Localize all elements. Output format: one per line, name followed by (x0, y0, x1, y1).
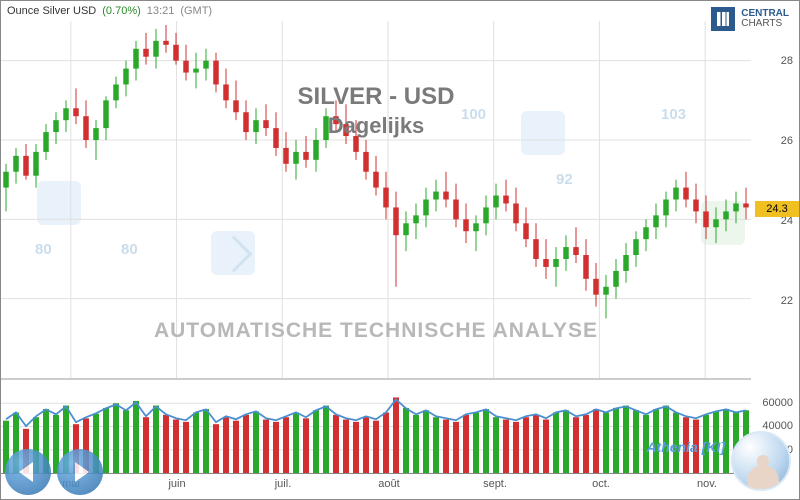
chart-frame: Ounce Silver USD (0.70%) 13:21 (GMT) CEN… (0, 0, 800, 500)
assistant-avatar[interactable] (731, 431, 791, 491)
price-svg (1, 21, 751, 378)
instrument-name: Ounce Silver USD (7, 5, 96, 17)
price-plot-area[interactable]: SILVER - USD Dagelijks AUTOMATISCHE TECH… (1, 21, 751, 379)
scroll-right-button[interactable] (57, 449, 103, 495)
volume-svg (1, 380, 751, 473)
chart-header: Ounce Silver USD (0.70%) 13:21 (GMT) (1, 1, 799, 21)
volume-plot-area[interactable] (1, 379, 751, 473)
timezone: (GMT) (180, 5, 212, 17)
price-y-axis: 2224262824.3 (751, 21, 799, 379)
current-price-tag: 24.3 (755, 201, 799, 217)
scroll-left-button[interactable] (5, 449, 51, 495)
assistant-label: Athenia [KI] (646, 439, 725, 455)
timestamp: 13:21 (147, 5, 175, 17)
change-percent: (0.70%) (102, 5, 141, 17)
time-x-axis: maijuinjuil.aoûtsept.oct.nov. (1, 473, 751, 499)
